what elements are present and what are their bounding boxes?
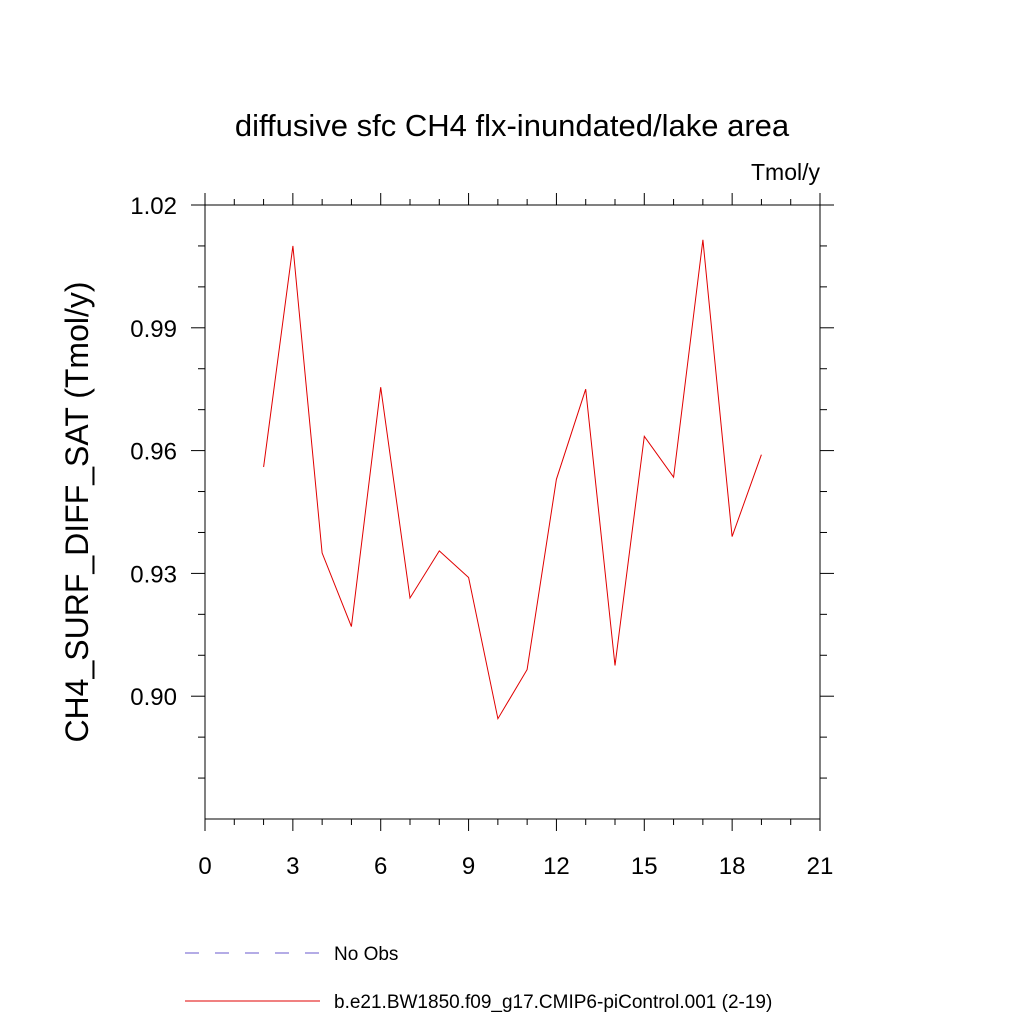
y-axis-label: CH4_SURF_DIFF_SAT (Tmol/y) [59,281,95,742]
units-label: Tmol/y [751,159,821,185]
x-axis-ticks: 0 3 6 9 12 15 18 21 [198,193,833,880]
x-tick-label: 18 [719,853,746,880]
legend-series-label: b.e21.BW1850.f09_g17.CMIP6-piControl.001… [334,992,772,1013]
y-tick-label: 0.96 [130,439,177,466]
series-layer [263,239,762,721]
y-tick-label: 0.90 [130,684,177,711]
x-tick-label: 9 [462,853,475,880]
chart-title: diffusive sfc CH4 flx-inundated/lake are… [235,108,790,143]
y-axis-ticks: 0.90 0.93 0.96 0.99 1.02 [130,193,834,779]
series-line [263,239,762,721]
x-tick-label: 0 [198,853,211,880]
y-tick-label: 0.93 [130,561,177,588]
x-tick-label: 6 [374,853,387,880]
y-tick-label: 0.99 [130,316,177,343]
plot-frame [204,204,821,820]
legend-no-obs-label: No Obs [334,944,398,965]
x-tick-label: 15 [631,853,658,880]
x-tick-label: 21 [807,853,834,880]
legend: No Obs b.e21.BW1850.f09_g17.CMIP6-piCont… [185,944,772,1013]
y-tick-label: 1.02 [130,193,177,220]
x-tick-label: 3 [286,853,299,880]
x-tick-label: 12 [543,853,570,880]
